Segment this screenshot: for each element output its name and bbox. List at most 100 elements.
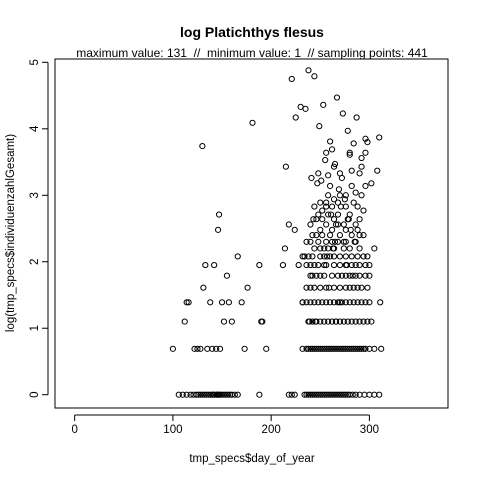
data-point [311, 203, 318, 210]
data-point [311, 299, 318, 306]
data-point [338, 272, 345, 279]
x-axis-label: tmp_specs$day_of_year [189, 453, 314, 465]
data-point [291, 391, 298, 398]
data-point [317, 272, 324, 279]
data-point [321, 261, 328, 269]
y-axis: 0 1 2 3 4 5 [29, 59, 49, 398]
data-point [368, 318, 375, 325]
data-point [342, 345, 349, 352]
data-point [234, 253, 241, 260]
data-point [334, 391, 342, 398]
data-point [327, 299, 334, 306]
data-point [350, 284, 357, 291]
data-point [207, 299, 214, 306]
data-point [299, 299, 306, 306]
data-point [315, 238, 322, 245]
data-point [307, 391, 314, 398]
data-point [353, 114, 360, 121]
data-point [340, 318, 347, 325]
data-point [228, 391, 235, 398]
data-point [368, 180, 375, 187]
data-point [336, 232, 344, 239]
data-point [319, 207, 326, 214]
data-point [362, 149, 369, 156]
data-point [342, 226, 349, 233]
data-point [313, 345, 320, 352]
data-point [323, 199, 330, 206]
data-point [348, 253, 355, 260]
data-point [340, 245, 347, 252]
data-point [305, 391, 312, 398]
data-point [342, 391, 349, 398]
data-point [216, 345, 224, 352]
data-point [222, 391, 230, 398]
data-point [303, 345, 310, 352]
data-point [328, 238, 336, 245]
data-point [315, 261, 322, 269]
data-point [362, 345, 369, 352]
data-point [213, 345, 220, 352]
data-point [321, 318, 328, 325]
data-point [325, 318, 332, 325]
data-point [371, 245, 378, 252]
data-point [328, 345, 336, 352]
data-point [295, 261, 302, 269]
data-point [228, 318, 235, 325]
data-point [218, 391, 226, 398]
data-point [201, 391, 208, 398]
data-point [327, 345, 334, 352]
data-point [323, 221, 330, 228]
data-point [316, 123, 323, 130]
data-point [362, 299, 369, 306]
data-point [323, 261, 330, 269]
data-point [321, 391, 328, 398]
data-point [377, 299, 384, 306]
data-point [175, 391, 182, 398]
data-point [317, 253, 324, 260]
data-point [346, 245, 353, 252]
data-point [194, 345, 201, 352]
data-point [346, 391, 353, 398]
data-point [317, 245, 324, 252]
data-point [200, 284, 207, 291]
data-point [336, 192, 344, 199]
data-point [350, 345, 357, 352]
data-point [341, 196, 348, 203]
data-point [328, 203, 336, 210]
data-point [325, 245, 332, 252]
data-point [336, 318, 344, 325]
data-point [308, 174, 315, 182]
data-point [299, 253, 306, 260]
data-point [317, 226, 324, 233]
x-tick-label: 300 [360, 424, 379, 436]
data-point [344, 127, 351, 134]
data-point [362, 135, 369, 142]
y-tick-label: 5 [29, 59, 41, 65]
data-point [285, 391, 292, 398]
data-point [350, 199, 357, 206]
data-point [336, 284, 344, 291]
data-point [330, 391, 338, 398]
data-point [364, 253, 371, 260]
data-point [334, 211, 342, 218]
data-point [327, 253, 334, 260]
y-tick-label: 4 [29, 125, 41, 132]
data-point [309, 318, 316, 325]
data-point [183, 391, 190, 398]
data-point [311, 245, 318, 252]
data-point [187, 391, 194, 398]
data-point [231, 391, 238, 398]
data-point [321, 245, 328, 252]
data-point [349, 272, 356, 279]
data-point [321, 272, 328, 279]
data-point [328, 272, 336, 279]
data-point [315, 211, 322, 218]
data-point [315, 170, 322, 177]
data-point [354, 253, 361, 260]
data-point [336, 261, 344, 269]
data-point [376, 134, 383, 141]
data-point [185, 299, 192, 306]
data-point [223, 272, 231, 279]
data-point [336, 170, 344, 177]
data-point [346, 211, 353, 218]
